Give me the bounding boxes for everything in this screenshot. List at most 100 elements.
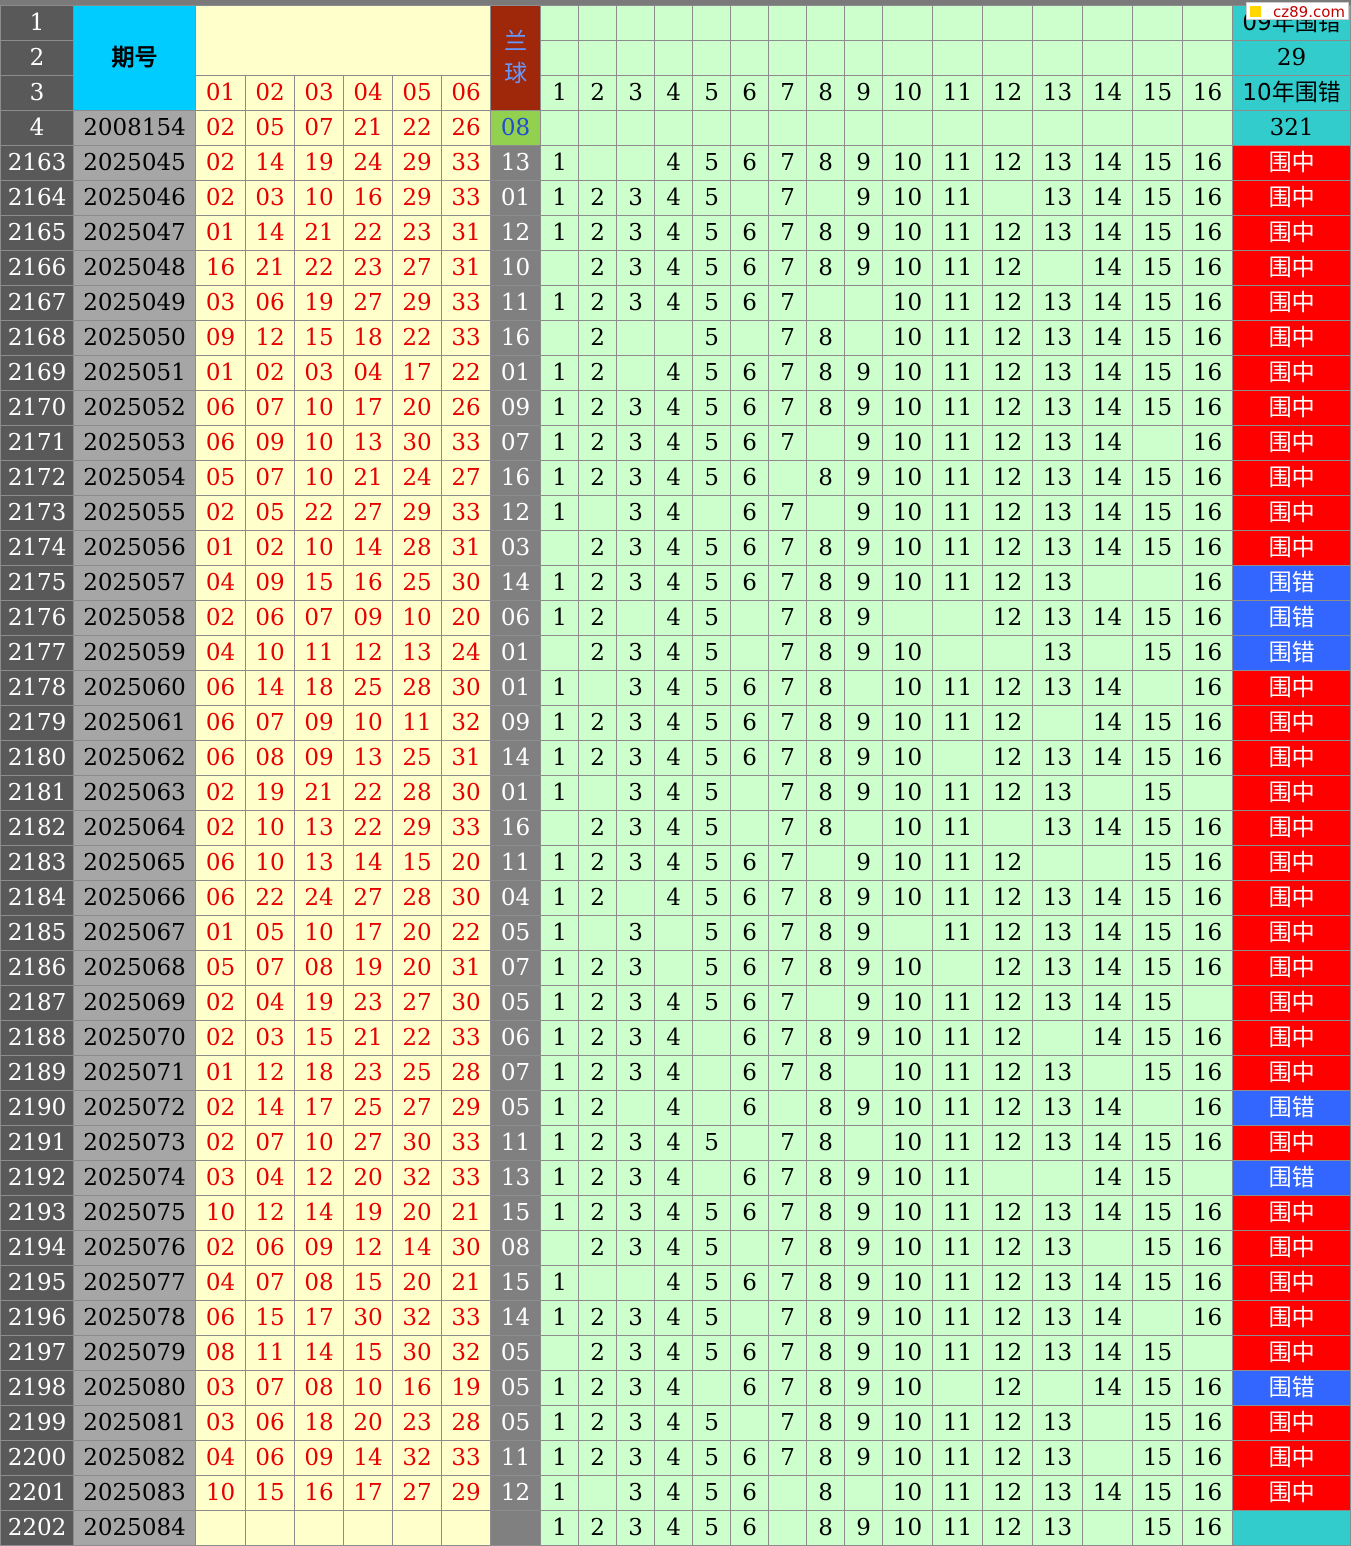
red-ball-cell[interactable]: 20 [440, 600, 492, 636]
coverage-cell[interactable]: 3 [616, 1510, 656, 1546]
coverage-cell[interactable]: 10 [882, 705, 934, 741]
coverage-cell[interactable]: 1 [540, 390, 580, 426]
coverage-cell[interactable]: 9 [844, 635, 884, 671]
coverage-cell[interactable]: 9 [844, 845, 884, 881]
coverage-cell[interactable]: 14 [1082, 670, 1134, 706]
coverage-cell[interactable]: 2 [578, 705, 618, 741]
coverage-cell[interactable]: 5 [692, 355, 732, 391]
status-cell[interactable] [1232, 1510, 1351, 1546]
red-ball-cell[interactable]: 11 [392, 705, 442, 741]
blue-ball-cell[interactable]: 05 [490, 1090, 542, 1126]
red-ball-cell[interactable]: 04 [195, 1265, 246, 1301]
red-ball-cell[interactable]: 10 [294, 460, 344, 496]
coverage-cell[interactable]: 2 [578, 215, 618, 251]
coverage-cell[interactable]: 9 [844, 1020, 884, 1056]
red-ball-cell[interactable]: 09 [245, 565, 295, 601]
red-ball-cell[interactable]: 29 [392, 180, 442, 216]
coverage-cell[interactable]: 9 [844, 390, 884, 426]
coverage-cell[interactable]: 10 [882, 1230, 934, 1266]
red-ball-cell[interactable]: 23 [392, 1405, 442, 1441]
coverage-cell[interactable]: 15 [1132, 880, 1184, 916]
coverage-cell[interactable]: 3 [616, 180, 656, 216]
red-ball-cell[interactable]: 25 [343, 670, 393, 706]
coverage-cell[interactable]: 16 [1182, 180, 1234, 216]
coverage-cell[interactable]: 7 [768, 845, 808, 881]
coverage-cell[interactable]: 5 [692, 845, 732, 881]
red-ball-cell[interactable]: 02 [195, 985, 246, 1021]
status-cell[interactable]: 围中 [1232, 495, 1351, 531]
coverage-cell[interactable]: 10 [882, 1440, 934, 1476]
blue-ball-cell[interactable]: 14 [490, 565, 542, 601]
coverage-cell[interactable]: 1 [540, 1405, 580, 1441]
red-ball-cell[interactable]: 06 [195, 425, 246, 461]
coverage-cell[interactable]: 1 [540, 1020, 580, 1056]
coverage-cell[interactable] [616, 1265, 656, 1301]
blue-ball-cell[interactable]: 16 [490, 810, 542, 846]
coverage-cell[interactable]: 13 [1032, 460, 1084, 496]
coverage-cell[interactable]: 5 [692, 320, 732, 356]
status-cell[interactable]: 围中 [1232, 740, 1351, 776]
coverage-cell[interactable]: 11 [932, 1160, 984, 1196]
coverage-cell[interactable]: 11 [932, 425, 984, 461]
red-ball-cell[interactable]: 22 [392, 1020, 442, 1056]
coverage-cell[interactable]: 7 [768, 145, 808, 181]
coverage-cell[interactable]: 13 [1032, 985, 1084, 1021]
coverage-cell[interactable] [806, 495, 846, 531]
blue-ball-cell[interactable]: 06 [490, 600, 542, 636]
coverage-cell[interactable]: 7 [768, 1300, 808, 1336]
row-header[interactable]: 2171 [0, 425, 74, 461]
coverage-cell[interactable]: 12 [982, 670, 1034, 706]
coverage-cell[interactable]: 12 [982, 1090, 1034, 1126]
coverage-cell[interactable] [578, 775, 618, 811]
coverage-cell[interactable]: 1 [540, 460, 580, 496]
coverage-cell[interactable]: 2 [578, 985, 618, 1021]
red-ball-cell[interactable]: 22 [294, 495, 344, 531]
coverage-cell[interactable]: 6 [730, 915, 770, 951]
coverage-cell[interactable]: 16 [1182, 1265, 1234, 1301]
red-ball-cell[interactable]: 18 [343, 320, 393, 356]
coverage-cell[interactable]: 4 [654, 495, 694, 531]
coverage-cell[interactable]: 10 [882, 670, 934, 706]
coverage-cell[interactable]: 13 [1032, 285, 1084, 321]
red-ball-cell[interactable]: 03 [245, 1020, 295, 1056]
coverage-cell[interactable]: 5 [692, 1230, 732, 1266]
red-ball-cell[interactable]: 10 [245, 845, 295, 881]
coverage-cell[interactable]: 6 [730, 1475, 770, 1511]
coverage-cell[interactable]: 5 [692, 810, 732, 846]
coverage-cell[interactable]: 3 [616, 985, 656, 1021]
red-ball-cell[interactable]: 15 [392, 845, 442, 881]
coverage-cell[interactable]: 10 [882, 1510, 934, 1546]
coverage-cell[interactable]: 14 [1082, 1090, 1134, 1126]
status-cell[interactable]: 围中 [1232, 1055, 1351, 1091]
coverage-cell[interactable]: 5 [692, 1405, 732, 1441]
red-ball-cell[interactable]: 12 [343, 1230, 393, 1266]
coverage-cell[interactable]: 10 [882, 1475, 934, 1511]
red-ball-cell[interactable]: 27 [392, 1090, 442, 1126]
coverage-cell[interactable]: 11 [932, 565, 984, 601]
coverage-cell[interactable] [882, 915, 934, 951]
coverage-cell[interactable] [932, 1370, 984, 1406]
coverage-cell[interactable]: 16 [1182, 425, 1234, 461]
coverage-cell[interactable]: 14 [1082, 215, 1134, 251]
issue-cell[interactable]: 2025076 [73, 1230, 196, 1266]
coverage-cell[interactable]: 12 [982, 425, 1034, 461]
coverage-cell[interactable] [844, 1125, 884, 1161]
coverage-cell[interactable] [1132, 425, 1184, 461]
red-ball-cell[interactable]: 10 [294, 180, 344, 216]
coverage-cell[interactable]: 3 [616, 1370, 656, 1406]
coverage-cell[interactable]: 11 [932, 810, 984, 846]
coverage-cell[interactable]: 14 [1082, 1020, 1134, 1056]
coverage-cell[interactable]: 4 [654, 1475, 694, 1511]
coverage-cell[interactable]: 7 [768, 810, 808, 846]
issue-cell[interactable]: 2025068 [73, 950, 196, 986]
coverage-cell[interactable]: 9 [844, 495, 884, 531]
red-ball-cell[interactable]: 10 [392, 600, 442, 636]
red-ball-cell[interactable]: 07 [245, 460, 295, 496]
coverage-cell[interactable]: 7 [768, 880, 808, 916]
coverage-cell[interactable]: 3 [616, 1195, 656, 1231]
coverage-cell[interactable]: 12 [982, 1405, 1034, 1441]
row-header[interactable]: 2173 [0, 495, 74, 531]
red-ball-cell[interactable] [392, 1510, 442, 1546]
coverage-cell[interactable]: 12 [982, 1440, 1034, 1476]
coverage-cell[interactable] [692, 495, 732, 531]
